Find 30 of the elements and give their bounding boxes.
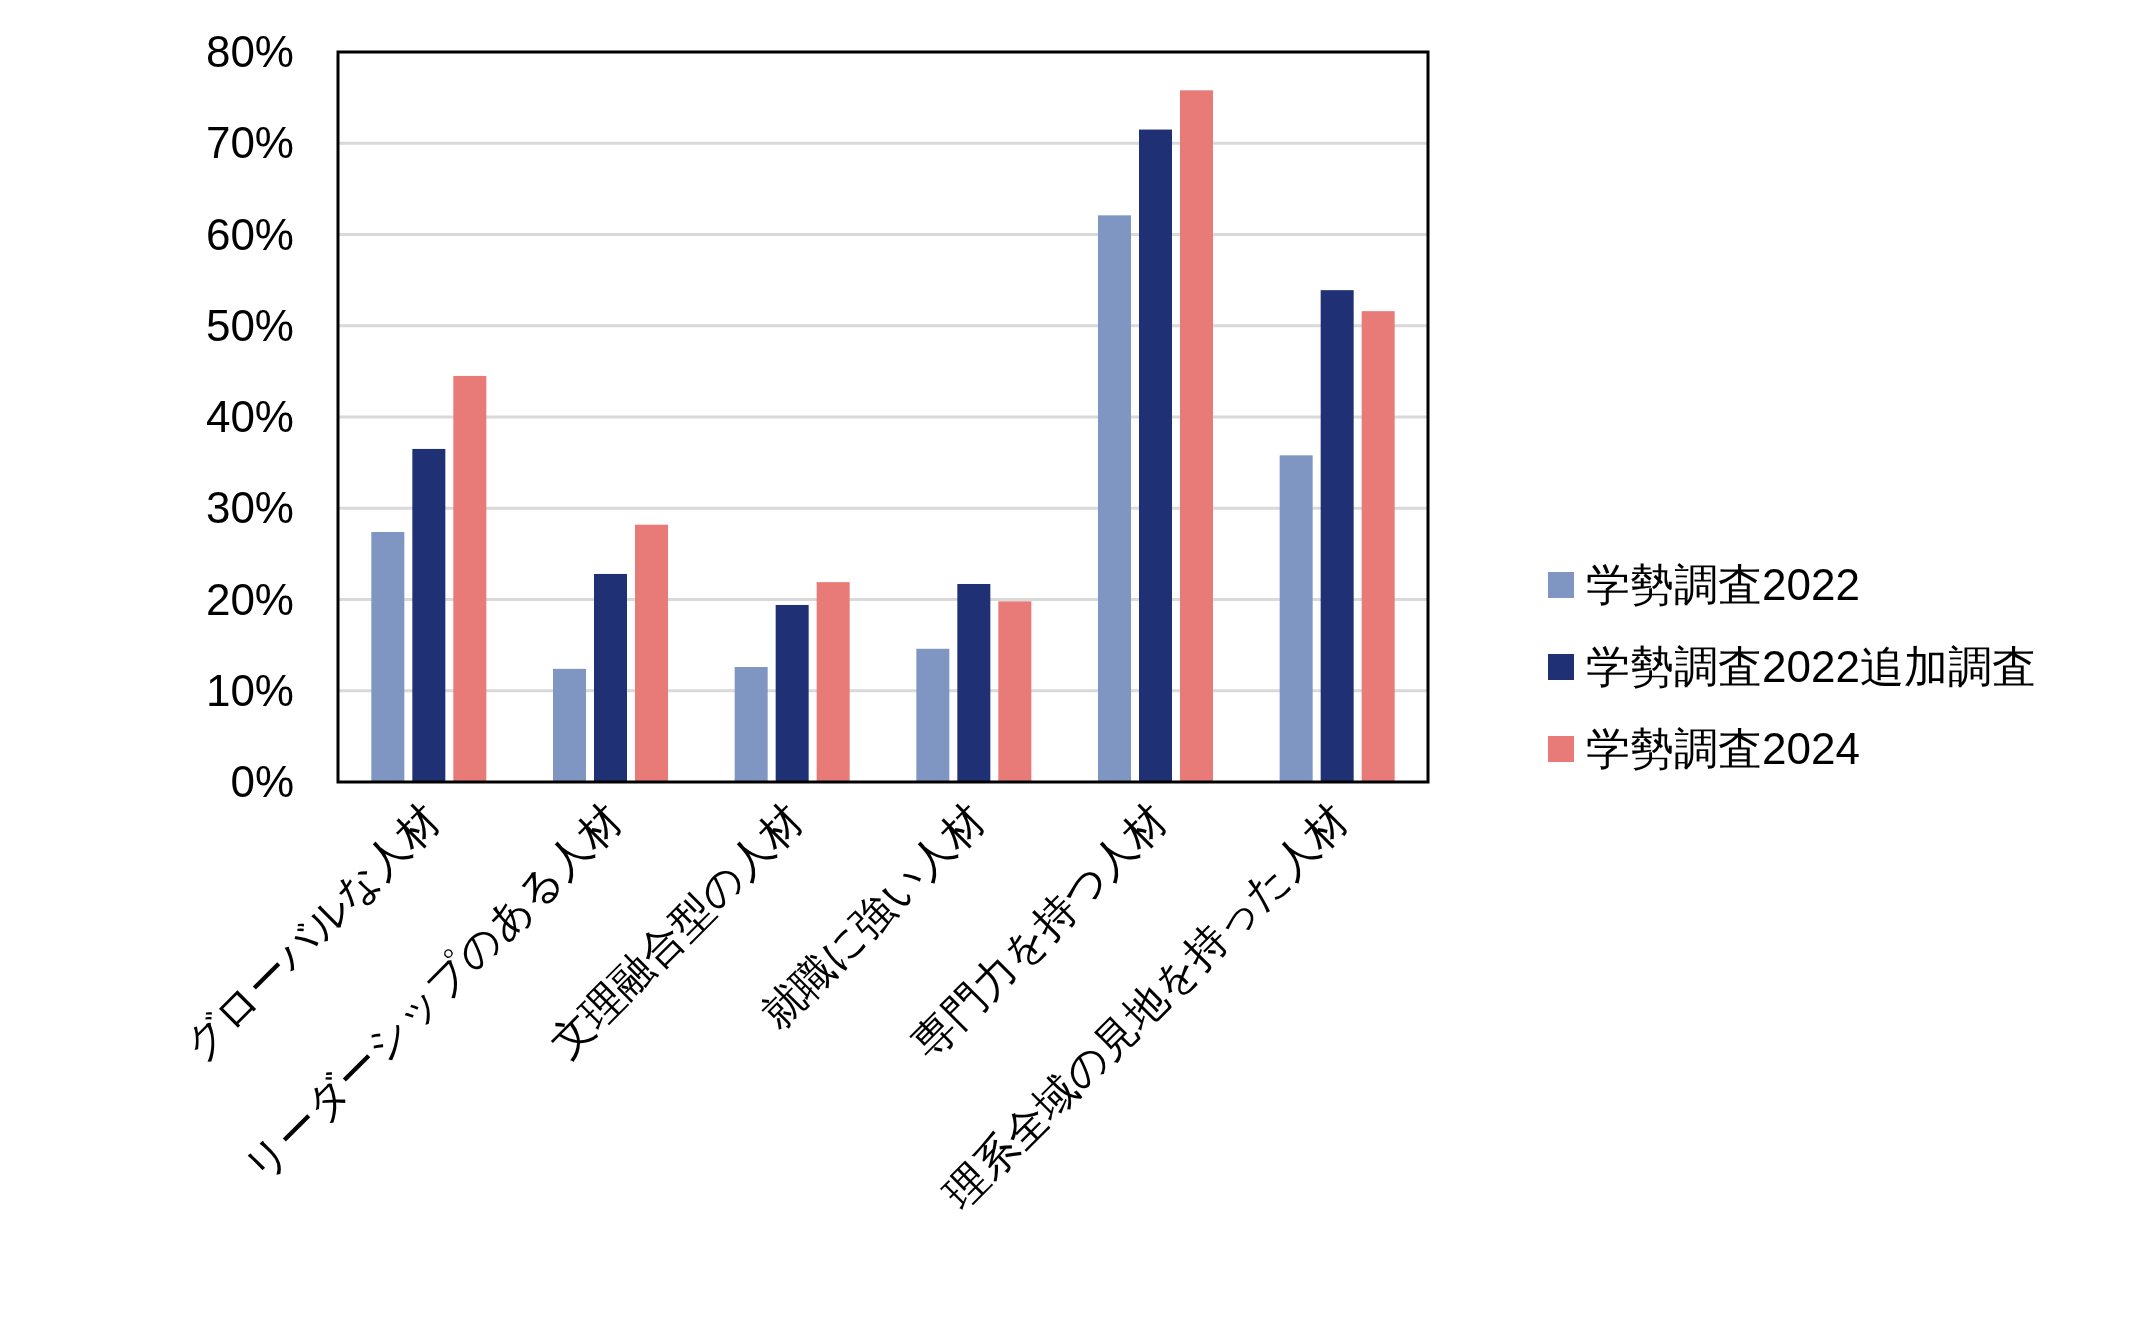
y-tick-label: 50% <box>205 300 294 350</box>
y-tick-label: 10% <box>205 665 294 715</box>
bar <box>775 604 809 782</box>
bar <box>1180 90 1213 782</box>
y-tick-label: 40% <box>205 392 294 441</box>
legend-label: 学勢調査2022 <box>1586 560 1860 609</box>
y-tick-label: 30% <box>205 483 294 533</box>
bar <box>553 668 586 782</box>
bar <box>412 448 446 782</box>
bar <box>1098 215 1131 782</box>
bar <box>635 524 668 782</box>
y-tick-label: 0% <box>230 757 294 806</box>
y-tick-label: 70% <box>205 118 294 168</box>
bar <box>816 582 850 782</box>
bar <box>1361 311 1395 782</box>
bar <box>1139 129 1172 782</box>
bar <box>453 375 487 782</box>
bar <box>957 583 991 782</box>
bar <box>371 531 405 782</box>
y-tick-label: 20% <box>205 574 294 624</box>
bar <box>998 601 1032 782</box>
legend-label: 学勢調査2024 <box>1586 724 1860 773</box>
bar <box>734 667 768 782</box>
bar <box>1279 455 1313 782</box>
bar <box>1320 290 1354 782</box>
bar <box>594 573 627 782</box>
y-tick-label: 80% <box>205 27 294 76</box>
bar <box>916 648 950 782</box>
legend-label: 学勢調査2022追加調査 <box>1586 642 2036 691</box>
y-tick-label: 60% <box>205 209 294 259</box>
